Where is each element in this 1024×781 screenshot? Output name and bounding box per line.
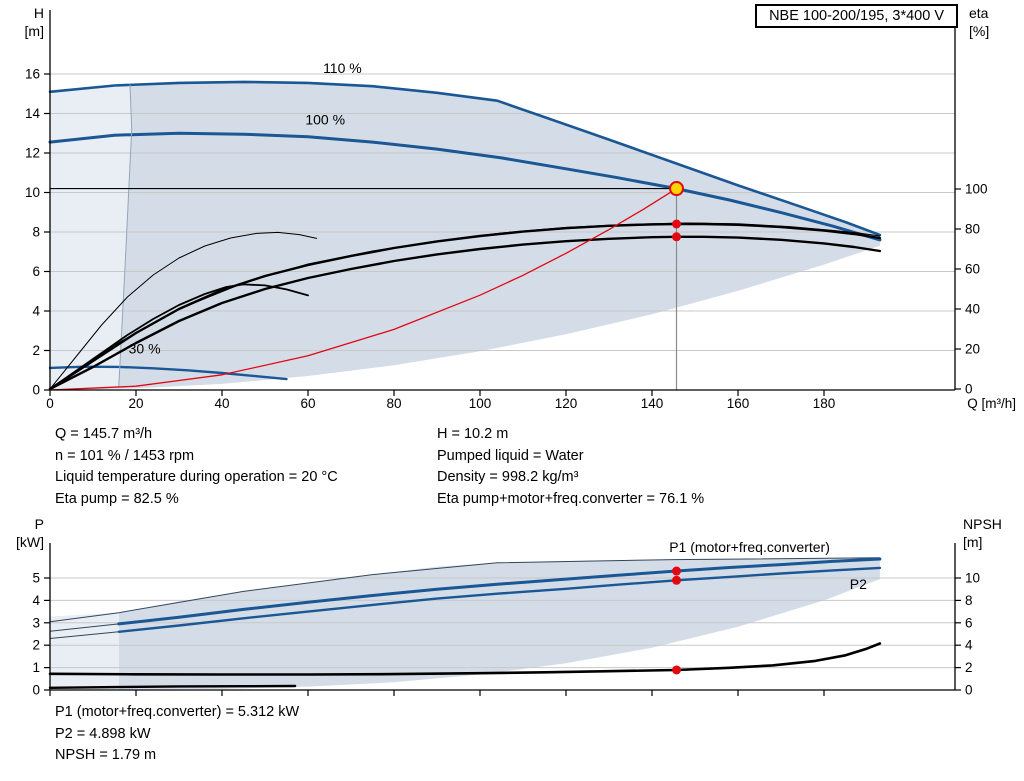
curve-speed-30: [48, 365, 288, 381]
x-tick-label: 180: [813, 396, 836, 411]
curve-p2: [117, 566, 882, 634]
marker-eta-pump-point: [672, 219, 682, 229]
band-low-flow-region: [50, 84, 132, 390]
x-tick-label: 0: [46, 396, 54, 411]
curve-eta-reduced-b: [49, 283, 309, 390]
curve-label: P1 (motor+freq.converter): [669, 539, 830, 555]
y-left-axis-label: P: [35, 516, 44, 532]
curve-band-top-line: [49, 557, 881, 623]
marker-npsh-point: [672, 665, 682, 675]
y-left-tick-label: 1: [32, 660, 40, 675]
marker-duty-point: [669, 181, 685, 197]
y-left-tick-label: 8: [32, 225, 40, 240]
y-left-axis-label: [m]: [25, 23, 44, 39]
y-right-tick-label: 0: [965, 683, 973, 698]
curve-eta-total: [48, 235, 882, 391]
curve-eta-pump: [48, 222, 882, 391]
pump-model-badge: NBE 100-200/195, 3*400 V: [755, 4, 958, 28]
power-npsh-chart: P1 (motor+freq.converter) P2 0 1 2 3 4 5 0 2 4 6 8 10…: [16, 516, 1002, 698]
y-right-tick-label: 6: [965, 615, 973, 630]
y-left-tick-label: 4: [32, 304, 40, 319]
info-line-density: Density = 998.2 kg/m³: [437, 469, 579, 485]
y-right-tick-label: 100: [965, 182, 988, 197]
y-right-axis-label: eta: [969, 5, 989, 21]
y-left-tick-label: 2: [32, 638, 40, 653]
y-left-axis-label: [kW]: [16, 534, 44, 550]
marker-p1-point: [672, 566, 682, 576]
duty-info-right: H = 10.2 m Pumped liquid = Water Density…: [437, 424, 704, 510]
info-line-speed: n = 101 % / 1453 rpm: [55, 447, 195, 464]
curve-p2-left-ext: [49, 631, 120, 639]
hq-eta-chart: 110 %100 %30 %02468101214160204060801000…: [25, 5, 1016, 411]
y-left-tick-label: 0: [32, 683, 40, 698]
curve-npsh: [48, 642, 882, 676]
pump-model-label: NBE 100-200/195, 3*400 V: [769, 8, 944, 24]
curve-speed-110: [48, 80, 882, 237]
y-left-axis-label: H: [34, 5, 44, 21]
info-line-eta-pump: Eta pump = 82.5 %: [55, 490, 179, 507]
y-right-tick-label: 40: [965, 302, 980, 317]
x-tick-label: 20: [128, 396, 143, 411]
info-line-liquid: Pumped liquid = Water: [437, 447, 584, 464]
y-left-tick-label: 14: [25, 106, 41, 121]
x-tick-label: 80: [386, 396, 401, 411]
curve-p1: [117, 557, 882, 626]
y-right-tick-label: 8: [965, 593, 973, 608]
info-line-eta-total: Eta pump+motor+freq.converter = 76.1 %: [437, 490, 705, 507]
curve-eta-reduced-a: [49, 231, 318, 390]
curve-label: 30 %: [129, 340, 161, 356]
curve-speed-100: [48, 131, 882, 242]
y-left-tick-label: 0: [32, 383, 40, 398]
y-left-tick-label: 10: [25, 185, 40, 200]
info-line-flow: Q = 145.7 m³/h: [55, 426, 153, 442]
y-right-tick-label: 10: [965, 571, 980, 586]
x-tick-label: 100: [469, 396, 492, 411]
marker-eta-total-point: [672, 232, 682, 242]
y-left-tick-label: 2: [32, 343, 40, 358]
curve-label: P2: [850, 576, 867, 592]
duty-info-left: Q = 145.7 m³/h n = 101 % / 1453 rpm Liqu…: [55, 424, 338, 510]
curve-system-curve: [49, 187, 678, 391]
curve-p1-left-ext: [49, 623, 120, 632]
power-info-panel: P1 (motor+freq.converter) = 5.312 kW P2 …: [55, 702, 299, 767]
info-line-p2: P2 = 4.898 kW: [55, 725, 151, 742]
curve-label: 100 %: [305, 111, 345, 127]
info-line-npsh: NPSH = 1.79 m: [55, 747, 157, 763]
info-line-temperature: Liquid temperature during operation = 20…: [55, 469, 338, 485]
y-left-tick-label: 16: [25, 67, 40, 82]
x-tick-label: 120: [555, 396, 578, 411]
y-right-tick-label: 4: [965, 638, 973, 653]
y-right-tick-label: 60: [965, 262, 980, 277]
x-axis-label: Q [m³/h]: [967, 396, 1016, 411]
y-left-tick-label: 12: [25, 146, 40, 161]
y-left-tick-label: 5: [32, 571, 40, 586]
y-right-tick-label: 2: [965, 660, 973, 675]
curve-qmin-boundary: [118, 84, 133, 387]
y-left-tick-label: 6: [32, 264, 40, 279]
y-left-tick-label: 4: [32, 593, 40, 608]
info-line-head: H = 10.2 m: [437, 426, 509, 442]
y-right-axis-label: NPSH: [963, 516, 1002, 532]
curve-p-min-speed: [48, 684, 297, 690]
y-left-tick-label: 3: [32, 615, 40, 630]
marker-p2-point: [672, 575, 682, 585]
y-right-tick-label: 80: [965, 222, 980, 237]
y-right-tick-label: 20: [965, 342, 980, 357]
curve-label: 110 %: [323, 60, 362, 76]
x-tick-label: 160: [727, 396, 750, 411]
x-tick-label: 40: [214, 396, 229, 411]
x-tick-label: 140: [641, 396, 664, 411]
band-power-low-flow-region: [50, 612, 119, 690]
band-power-envelope: [118, 557, 880, 690]
y-right-axis-label: [%]: [969, 23, 989, 39]
info-line-p1: P1 (motor+freq.converter) = 5.312 kW: [55, 704, 300, 720]
y-right-axis-label: [m]: [963, 534, 982, 550]
curve-eta-pump-thin: [49, 222, 881, 390]
x-tick-label: 60: [300, 396, 315, 411]
y-right-tick-label: 0: [965, 382, 973, 397]
band-operating-envelope: [50, 81, 880, 391]
